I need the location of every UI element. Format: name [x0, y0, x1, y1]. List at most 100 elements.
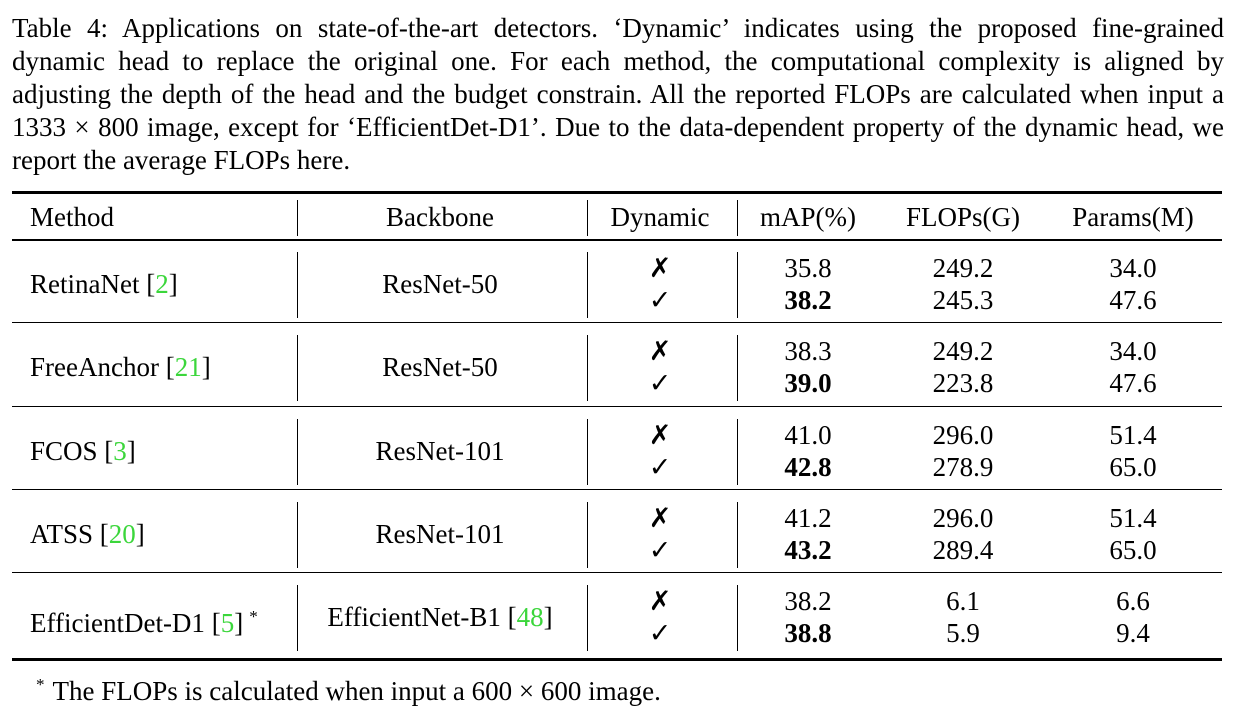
- rule: [587, 335, 588, 402]
- header-cell: Dynamic: [610, 202, 710, 232]
- bracket: ]: [234, 608, 244, 639]
- flops-cell: 278.9: [932, 451, 994, 482]
- backbone-cell: ResNet-101: [295, 436, 585, 466]
- flops-cell: 249.2: [932, 336, 994, 367]
- map-cell: 38.3: [784, 336, 832, 367]
- backbone-cell: ResNet-101: [295, 519, 585, 549]
- method-cell: EfficientDet-D1 [5] *: [30, 602, 258, 638]
- flops-cell: 289.4: [932, 534, 994, 565]
- citation: 48: [516, 602, 544, 633]
- flops-cell: 296.0: [932, 419, 994, 450]
- backbone-name: ResNet-101: [375, 435, 505, 466]
- rule: [297, 585, 298, 652]
- rule: [737, 252, 738, 318]
- rule: [737, 200, 738, 236]
- header-cell: mAP(%): [760, 202, 856, 232]
- rule: [12, 322, 1222, 324]
- dynamic-cell: ✓: [648, 534, 672, 565]
- params-cell: 65.0: [1109, 534, 1157, 565]
- dynamic-cell: ✗: [648, 336, 672, 367]
- bracket: ]: [135, 518, 145, 549]
- rule: [12, 658, 1222, 661]
- header-cell: FLOPs(G): [905, 202, 1020, 232]
- footnote-mark: *: [36, 675, 45, 694]
- backbone-cell: EfficientNet-B1 [48]: [295, 602, 585, 632]
- flops-cell: 245.3: [932, 285, 994, 315]
- rule: [12, 572, 1222, 574]
- method-cell: FCOS [3]: [30, 436, 136, 466]
- map-cell: 38.8: [784, 618, 832, 649]
- flops-cell: 6.1: [946, 586, 980, 617]
- bracket: [: [146, 269, 156, 299]
- rule: [297, 501, 298, 568]
- method-cell: RetinaNet [2]: [30, 269, 178, 299]
- backbone-cell: ResNet-50: [295, 269, 585, 299]
- params-cell: 34.0: [1109, 336, 1157, 367]
- method-name: ATSS: [30, 518, 94, 549]
- method-name: RetinaNet: [30, 269, 140, 299]
- flops-cell: 249.2: [932, 253, 994, 283]
- method-cell: ATSS [20]: [30, 519, 145, 549]
- citation: 5: [220, 608, 235, 639]
- rule: [737, 418, 738, 485]
- header-cell: Params(M): [1072, 202, 1194, 232]
- method-name: FCOS: [30, 435, 98, 466]
- bracket: ]: [543, 602, 553, 633]
- bracket: [: [99, 518, 109, 549]
- rule: [587, 200, 588, 236]
- params-cell: 51.4: [1109, 502, 1157, 533]
- footnote-text: The FLOPs is calculated when input a 600…: [52, 676, 661, 706]
- backbone-name: ResNet-50: [382, 269, 498, 299]
- bracket: [: [104, 435, 114, 466]
- rule: [587, 585, 588, 652]
- backbone-cell: ResNet-50: [295, 352, 585, 382]
- dynamic-cell: ✓: [648, 451, 672, 482]
- method-name: FreeAnchor: [30, 352, 159, 383]
- rule: [12, 239, 1222, 241]
- rule: [587, 252, 588, 318]
- dynamic-cell: ✗: [648, 502, 672, 533]
- bracket: [: [211, 608, 221, 639]
- map-cell: 38.2: [784, 586, 832, 617]
- dynamic-cell: ✗: [648, 586, 672, 617]
- backbone-name: ResNet-50: [382, 352, 498, 383]
- flops-cell: 223.8: [932, 368, 994, 399]
- dynamic-cell: ✗: [648, 419, 672, 450]
- rule: [12, 488, 1222, 491]
- citation: 2: [155, 269, 169, 299]
- footnote: * The FLOPs is calculated when input a 60…: [36, 670, 661, 706]
- dynamic-cell: ✓: [648, 285, 672, 315]
- footnote-mark: *: [249, 607, 258, 627]
- rule: [587, 501, 588, 568]
- map-cell: 35.8: [784, 253, 832, 283]
- rule: [737, 585, 738, 652]
- map-cell: 38.2: [784, 285, 832, 315]
- params-cell: 6.6: [1116, 586, 1150, 617]
- rule: [297, 252, 298, 318]
- rule: [297, 200, 298, 236]
- bracket: ]: [168, 269, 178, 299]
- bracket: ]: [126, 435, 136, 466]
- bracket: ]: [201, 352, 211, 383]
- rule: [297, 335, 298, 402]
- header-cell: Method: [30, 202, 114, 232]
- params-cell: 65.0: [1109, 451, 1157, 482]
- bracket: [: [507, 602, 517, 633]
- backbone-name: ResNet-101: [375, 518, 505, 549]
- map-cell: 41.2: [784, 502, 832, 533]
- rule: [587, 418, 588, 485]
- map-cell: 41.0: [784, 419, 832, 450]
- rule: [737, 335, 738, 402]
- flops-cell: 5.9: [946, 618, 980, 649]
- caption: Table 4: Applications on state-of-the-ar…: [12, 13, 1224, 175]
- method-cell: FreeAnchor [21]: [30, 352, 211, 382]
- dynamic-cell: ✓: [648, 618, 672, 649]
- backbone-name: EfficientNet-B1: [327, 602, 501, 633]
- dynamic-cell: ✗: [648, 253, 672, 283]
- header-cell: Backbone: [386, 202, 494, 232]
- params-cell: 47.6: [1109, 368, 1157, 399]
- citation: 20: [108, 518, 136, 549]
- bracket: [: [165, 352, 175, 383]
- citation: 21: [174, 352, 202, 383]
